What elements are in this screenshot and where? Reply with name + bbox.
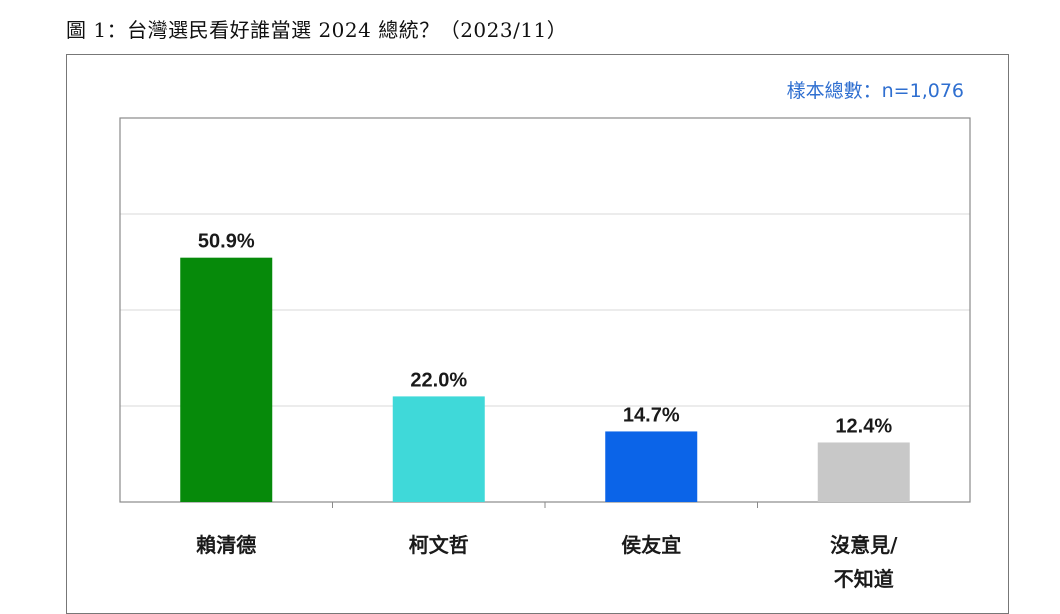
data-label: 12.4% [835,415,892,437]
bar-chart: 50.9% 22.0% 14.7% 12.4% 賴清德 柯文哲 侯友宜 沒意見/不知道 [119,117,971,591]
bar [605,431,698,502]
bar [180,257,273,502]
bar [392,396,485,502]
data-label: 50.9% [198,231,255,253]
sample-size-note: 樣本總數：n=1,076 [786,80,964,102]
data-label: 14.7% [623,404,680,426]
bars: 50.9% 22.0% 14.7% 12.4% [180,231,910,502]
category-label: 賴清德 [196,533,256,557]
category-labels: 賴清德 柯文哲 侯友宜 沒意見/不知道 [196,533,898,591]
bar [817,442,910,502]
category-label: 不知道 [834,567,894,591]
category-label: 沒意見/ [830,533,898,557]
data-label: 22.0% [410,369,467,391]
page-title: 圖 1：台灣選民看好誰當選 2024 總統？（2023/11） [66,18,568,42]
category-label: 柯文哲 [409,533,469,557]
category-label: 侯友宜 [621,533,681,557]
x-axis-ticks [332,502,758,508]
